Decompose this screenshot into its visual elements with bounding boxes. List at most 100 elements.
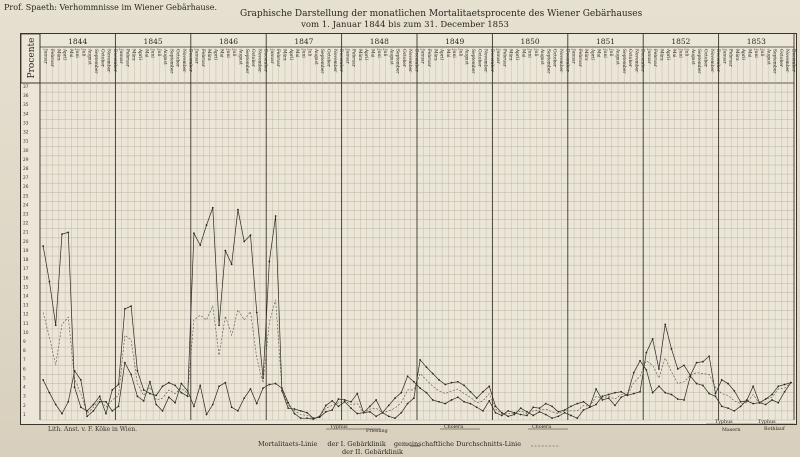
month-label: Juli (231, 48, 236, 57)
data-point (180, 382, 183, 385)
data-point (406, 402, 409, 405)
data-point (412, 380, 415, 383)
data-point (98, 400, 101, 403)
month-label: Mai (369, 49, 374, 58)
month-label: September (772, 49, 777, 74)
y-tick-label: 27 (23, 175, 29, 181)
data-point (155, 403, 158, 406)
month-label: December (564, 49, 569, 73)
data-point (306, 411, 308, 414)
y-tick-label: 7 (23, 357, 26, 363)
month-label: Juni (677, 48, 682, 58)
data-point (130, 305, 133, 308)
data-point (211, 403, 214, 406)
data-point (488, 399, 491, 402)
month-label: November (483, 49, 488, 73)
month-label: Januar (118, 48, 123, 65)
legend-clinic1: der I. Gebärklinik (327, 440, 386, 448)
data-point (595, 403, 597, 406)
y-tick-label: 20 (23, 239, 29, 245)
data-point (218, 385, 220, 388)
month-label: August (388, 48, 393, 65)
data-point (752, 385, 755, 388)
data-point (733, 409, 736, 412)
y-tick-label: 35 (23, 102, 29, 108)
data-point (664, 391, 667, 394)
month-label: April (514, 48, 519, 60)
data-point (526, 414, 528, 417)
legend-clinic2: der II. Gebärklinik (342, 448, 403, 456)
data-point (117, 405, 120, 408)
year-label: 1850 (521, 37, 540, 46)
month-label: Juli (80, 48, 85, 57)
month-label: Juli (307, 48, 312, 57)
month-label: October (175, 49, 180, 68)
year-label: 1845 (144, 37, 163, 46)
month-label: Juni (300, 48, 305, 58)
data-point (268, 383, 271, 386)
data-point (708, 392, 711, 395)
data-point (651, 338, 654, 340)
data-point (299, 417, 302, 420)
y-tick-label: 26 (23, 184, 29, 190)
data-point (224, 381, 227, 384)
data-point (123, 361, 126, 364)
data-point (356, 412, 359, 415)
lithography-credit: Lith. Anst. v. F. Köke in Wien. (48, 426, 138, 433)
month-label: Februar (124, 49, 129, 68)
data-point (130, 373, 133, 376)
data-point (595, 388, 597, 390)
data-point (274, 215, 277, 217)
data-point (544, 402, 547, 405)
y-tick-label: 25 (23, 193, 29, 199)
data-point (500, 414, 503, 417)
data-point (639, 359, 641, 362)
annotation: Masern (722, 427, 740, 433)
month-label: Juli (156, 48, 161, 57)
data-point (155, 394, 158, 397)
y-tick-label: 18 (23, 257, 29, 263)
data-point (387, 404, 390, 407)
legend: Mortalitaets-Linie der I. Gebärklinik ge… (258, 440, 522, 456)
data-point (111, 409, 114, 412)
month-label: April (137, 48, 142, 60)
data-point (507, 409, 510, 412)
legend-common: gemeinschaftliche Durchschnitts-Linie (393, 440, 522, 448)
data-point (563, 411, 566, 414)
data-point (727, 407, 729, 410)
month-label: Juli (457, 48, 462, 57)
data-point (387, 415, 390, 418)
month-label: Juli (608, 48, 613, 57)
y-tick-label: 34 (23, 111, 29, 117)
data-point (394, 397, 396, 400)
data-point (73, 369, 76, 372)
annotation: Typhus (330, 424, 348, 430)
data-point (211, 206, 214, 209)
data-point (230, 406, 233, 409)
month-label: December (112, 49, 117, 73)
data-point (639, 390, 641, 393)
data-point (526, 410, 528, 413)
month-label: April (363, 48, 368, 60)
data-point (167, 396, 170, 399)
month-label: Januar (420, 48, 425, 65)
data-point (482, 390, 484, 393)
month-label: Januar (646, 48, 651, 65)
month-label: November (407, 49, 412, 73)
month-label: März (659, 49, 664, 61)
chart-subtitle: vom 1. Januar 1844 bis zum 31. December … (301, 20, 509, 30)
y-tick-label: 24 (23, 202, 29, 208)
month-label: Juni (753, 48, 758, 58)
month-label: November (784, 49, 789, 73)
month-label: März (131, 49, 136, 61)
data-point (186, 389, 189, 392)
data-point (174, 401, 176, 404)
data-point (161, 385, 164, 388)
data-point (714, 395, 717, 398)
data-point (61, 412, 63, 415)
month-label: October (627, 49, 632, 68)
month-label: Juli (684, 48, 689, 57)
data-point (287, 407, 290, 410)
month-label: December (715, 49, 720, 73)
data-point (551, 405, 553, 408)
